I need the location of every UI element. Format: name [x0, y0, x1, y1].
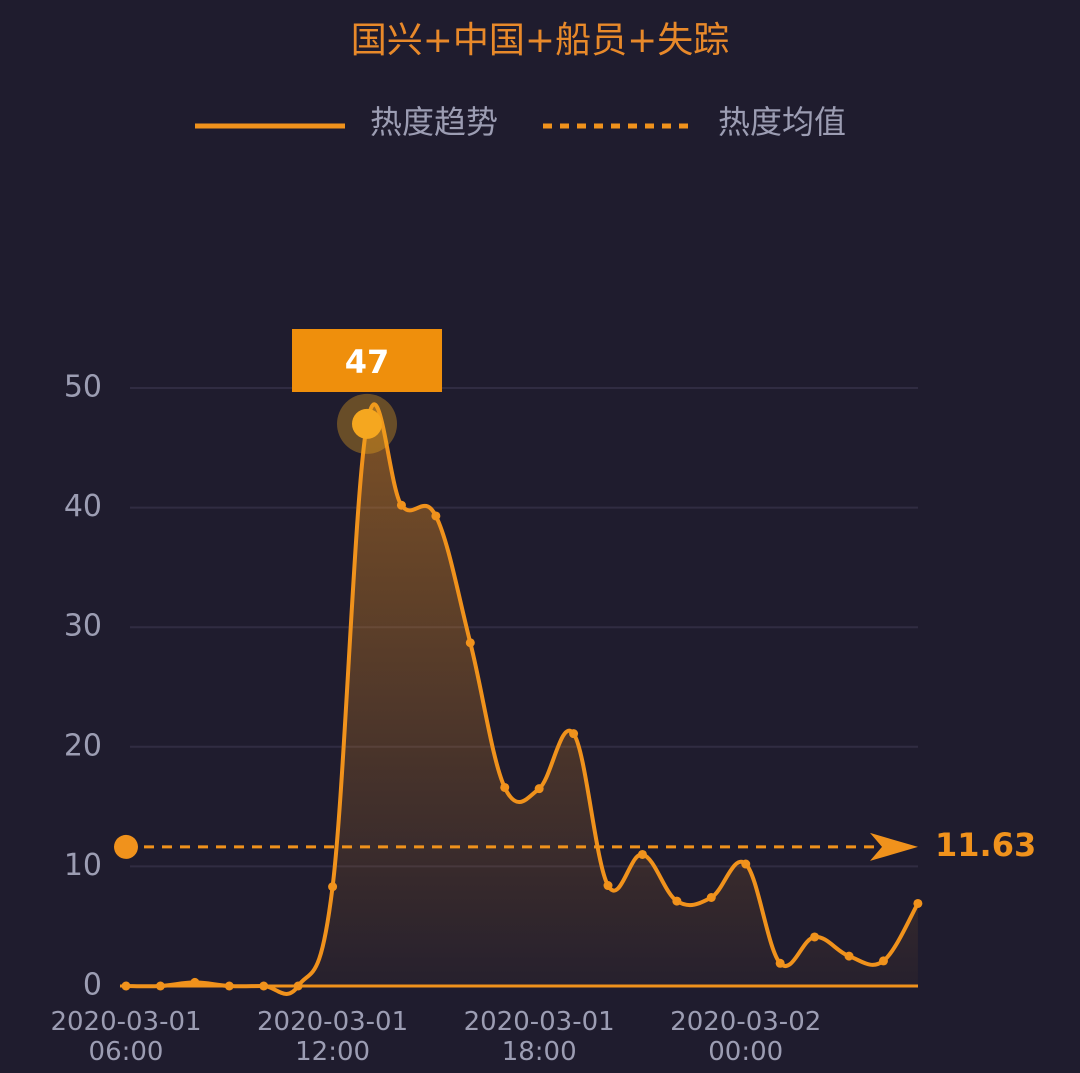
- area: [126, 404, 918, 994]
- point: [155, 981, 165, 991]
- peak-label: 47: [345, 343, 390, 381]
- y-tick-label: 30: [64, 609, 102, 644]
- legend-label: 热度均值: [718, 103, 846, 141]
- point: [844, 951, 854, 961]
- y-tick-label: 0: [83, 968, 102, 1003]
- x-tick-label: 2020-03-01 18:00: [464, 1007, 615, 1067]
- point: [328, 882, 338, 892]
- point: [121, 981, 131, 991]
- point: [465, 638, 475, 648]
- point: [603, 881, 613, 891]
- line: [125, 402, 920, 996]
- x-tick-label: 2020-03-02 00:00: [670, 1007, 821, 1067]
- point: [672, 896, 682, 906]
- point: [775, 958, 785, 968]
- point: [637, 849, 647, 859]
- point: [431, 511, 441, 521]
- legend-label: 热度趋势: [370, 103, 498, 141]
- point: [534, 784, 544, 794]
- point: [224, 981, 234, 991]
- point: [913, 898, 923, 908]
- point: [259, 981, 269, 991]
- point: [190, 977, 200, 987]
- y-tick-label: 20: [64, 728, 102, 763]
- peak-box: [292, 329, 443, 392]
- point: [396, 500, 406, 510]
- x-tick-label: 2020-03-01 12:00: [257, 1007, 408, 1067]
- point: [878, 956, 888, 966]
- mean-arrow: [870, 832, 918, 861]
- point: [810, 932, 820, 942]
- y-tick-label: 50: [64, 370, 102, 405]
- point: [500, 782, 510, 792]
- point: [706, 892, 716, 902]
- peak-point: [352, 408, 383, 439]
- mean-label: 11.63: [935, 826, 1036, 864]
- chart-title: 国兴+中国+船员+失踪: [351, 20, 730, 61]
- point: [293, 981, 303, 991]
- point: [741, 859, 751, 869]
- x-tick-label: 2020-03-01 06:00: [50, 1007, 201, 1067]
- y-tick-label: 10: [64, 848, 102, 883]
- y-tick-label: 40: [64, 489, 102, 524]
- mean-dot: [114, 834, 138, 859]
- point: [569, 729, 579, 739]
